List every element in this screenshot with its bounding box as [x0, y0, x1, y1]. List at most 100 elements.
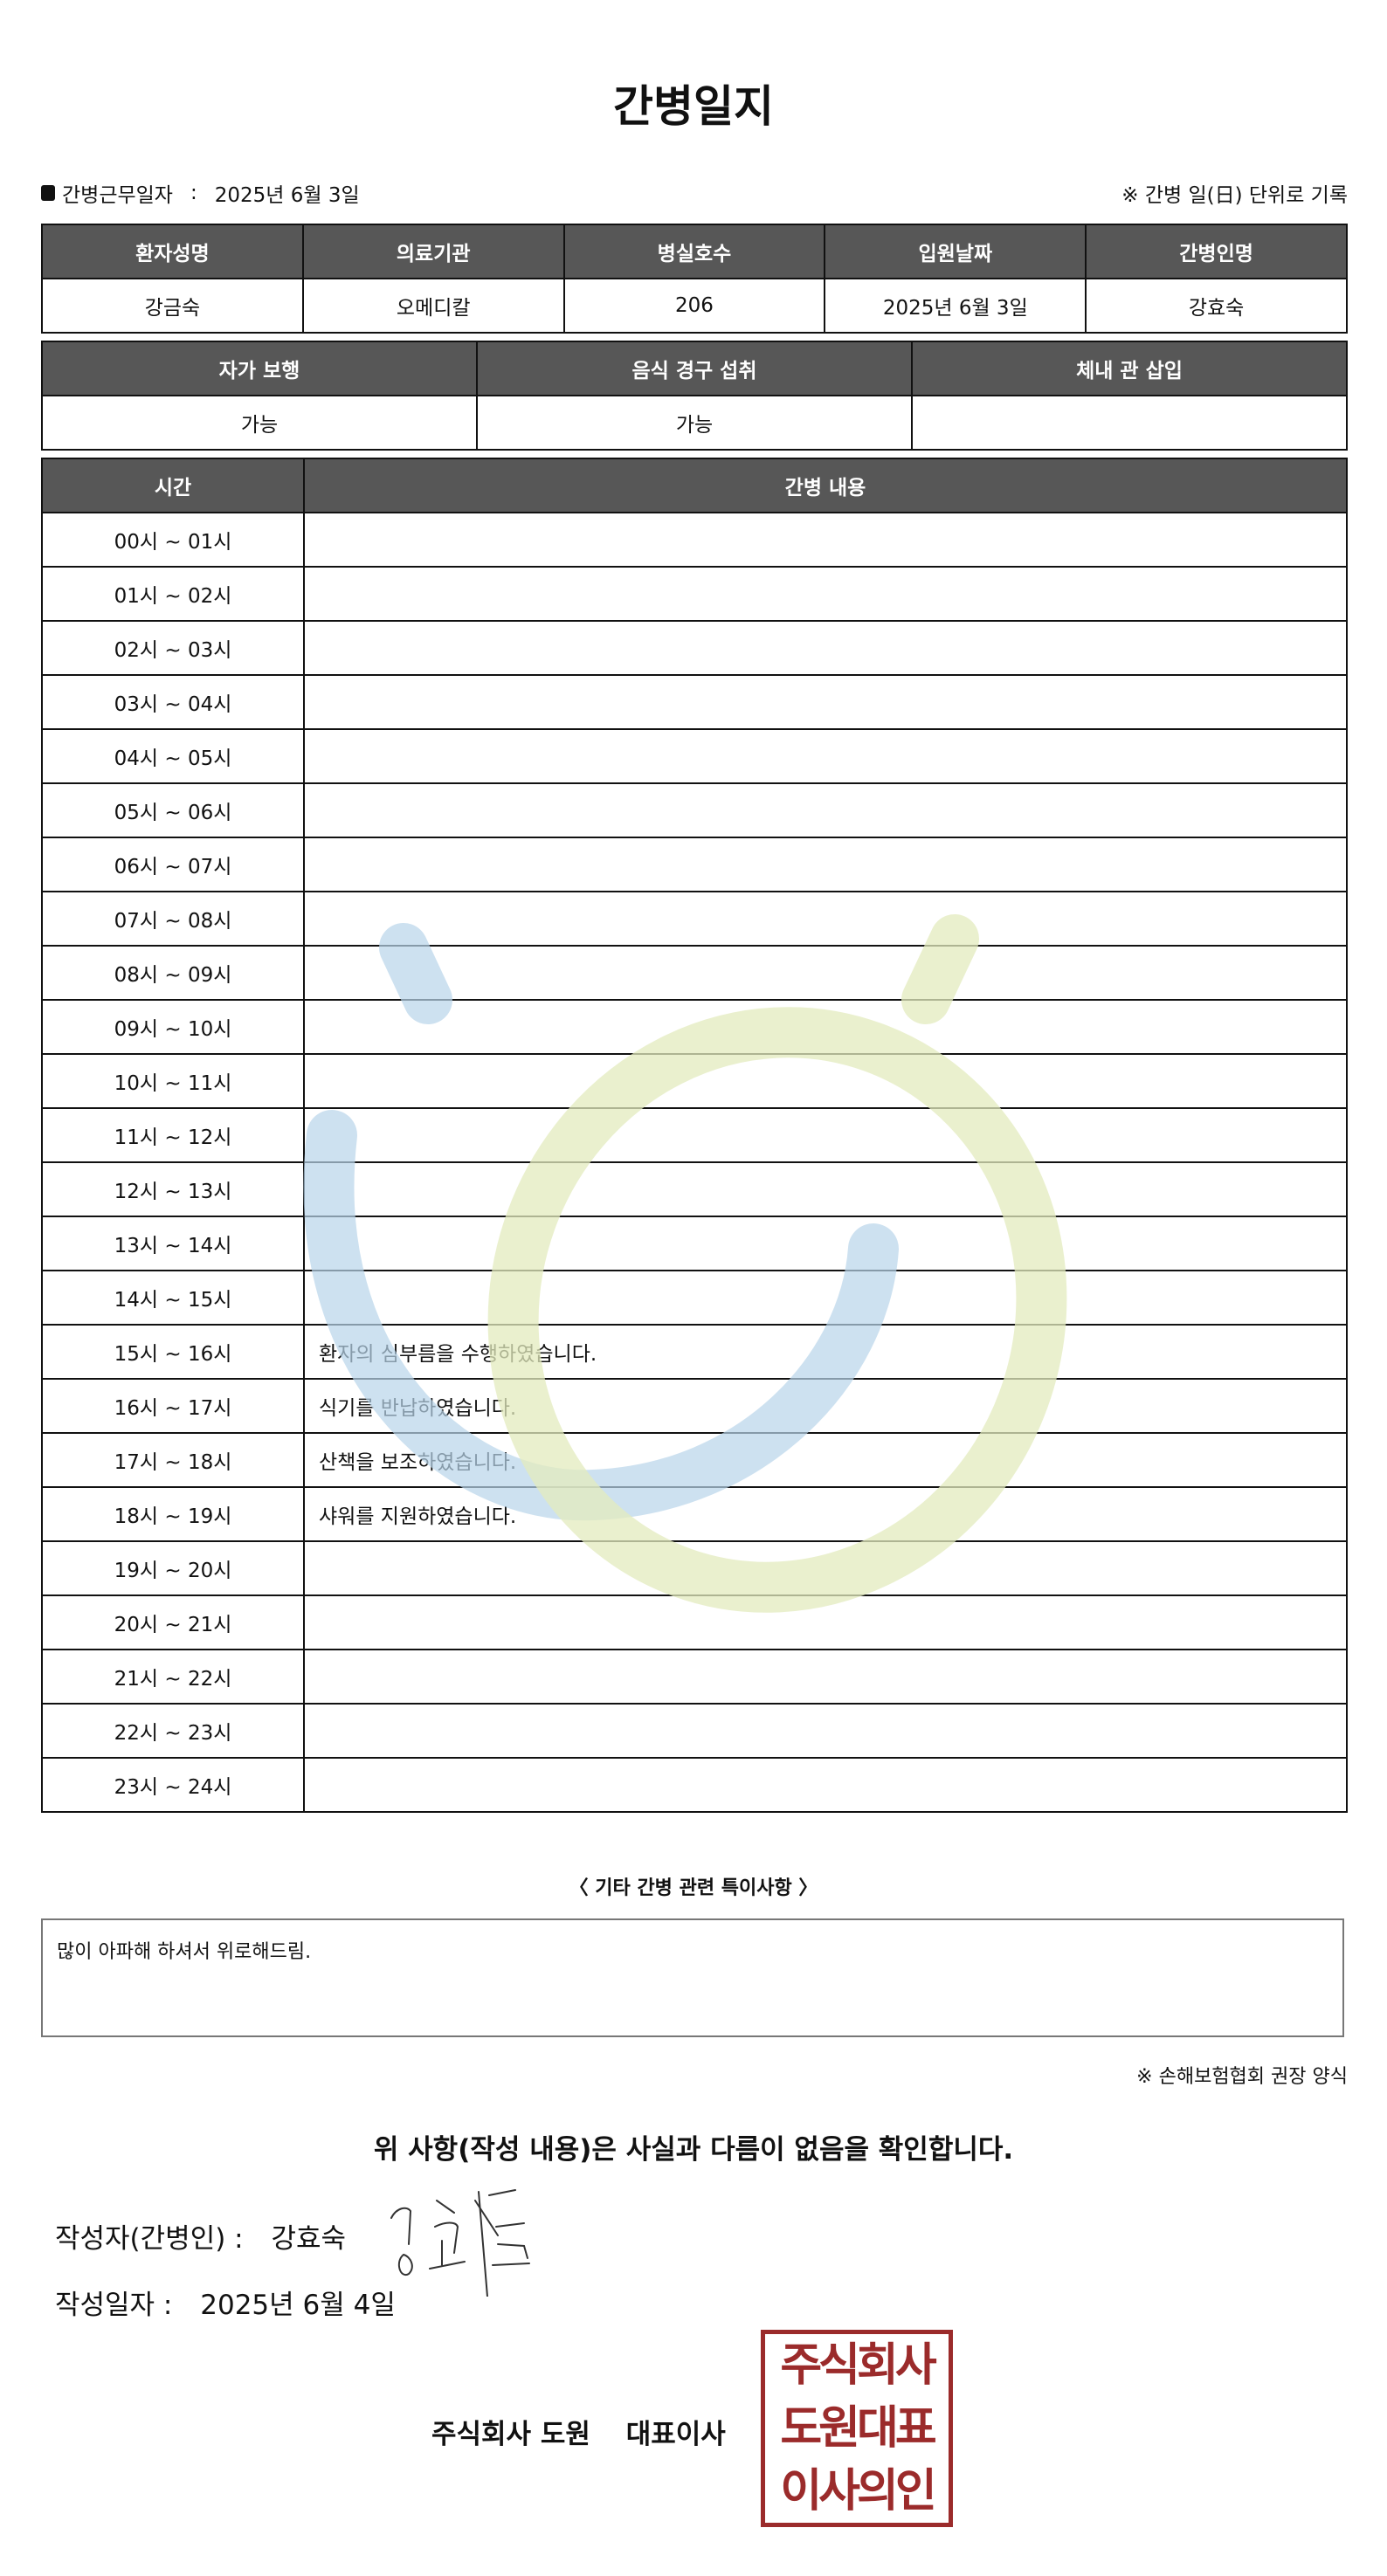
header-walking: 자가 보행 — [41, 341, 478, 396]
care-content: 샤워를 지원하였습니다. — [303, 1486, 1348, 1542]
care-content: 산책을 보조하였습니다. — [303, 1432, 1348, 1488]
separator: : — [190, 182, 197, 204]
table-row: 07시 ~ 08시 — [41, 891, 1348, 947]
care-content — [303, 674, 1348, 730]
special-notes-box: 많이 아파해 하셔서 위로해드림. — [41, 1918, 1344, 2037]
care-log-table: 시간 간병 내용 00시 ~ 01시 01시 ~ 02시 02시 ~ 03시 03시 … — [41, 458, 1348, 1813]
patient-status-table: 자가 보행 음식 경구 섭취 체내 관 삽입 가능 가능 — [41, 341, 1348, 451]
table-row: 14시 ~ 15시 — [41, 1270, 1348, 1326]
writer-label: 작성자(간병인) : — [55, 2223, 244, 2255]
special-notes-label: 〈 기타 간병 관련 특이사항 〉 — [569, 1877, 818, 1899]
table-row: 16시 ~ 17시 식기를 반납하였습니다. — [41, 1378, 1348, 1434]
care-content — [303, 1757, 1348, 1813]
time-slot: 11시 ~ 12시 — [41, 1107, 305, 1163]
table-row: 13시 ~ 14시 — [41, 1216, 1348, 1271]
time-slot: 10시 ~ 11시 — [41, 1053, 305, 1109]
confirmation-statement: 위 사항(작성 내용)은 사실과 다름이 없음을 확인합니다. — [373, 2134, 1014, 2166]
company-name: 주식회사 도원 — [431, 2419, 590, 2450]
care-content: 환자의 심부름을 수행하였습니다. — [303, 1324, 1348, 1380]
care-content — [303, 1649, 1348, 1705]
care-content — [303, 999, 1348, 1055]
header-patient-name: 환자성명 — [41, 224, 304, 279]
care-content — [303, 1540, 1348, 1596]
table-row: 00시 ~ 01시 — [41, 512, 1348, 568]
care-content — [303, 1053, 1348, 1109]
tube-insertion-value — [911, 395, 1348, 451]
writer-name: 강효숙 — [271, 2223, 347, 2255]
work-date-line: 간병근무일자 : 2025년 6월 3일 — [41, 178, 360, 208]
table-row: 19시 ~ 20시 — [41, 1540, 1348, 1596]
seal-line: 도원대표 — [780, 2402, 936, 2455]
company-seal-stamp: 주식회사 도원대표 이사의인 — [761, 2330, 953, 2527]
walking-value: 가능 — [41, 395, 478, 451]
table-row: 09시 ~ 10시 — [41, 999, 1348, 1055]
table-row: 03시 ~ 04시 — [41, 674, 1348, 730]
care-content — [303, 1161, 1348, 1217]
time-slot: 14시 ~ 15시 — [41, 1270, 305, 1326]
header-hospital: 의료기관 — [301, 224, 565, 279]
time-slot: 22시 ~ 23시 — [41, 1703, 305, 1759]
time-slot: 01시 ~ 02시 — [41, 566, 305, 622]
table-row: 10시 ~ 11시 — [41, 1053, 1348, 1109]
room: 206 — [562, 278, 826, 334]
time-slot: 19시 ~ 20시 — [41, 1540, 305, 1596]
header-tube-insertion: 체내 관 삽입 — [911, 341, 1348, 396]
time-slot: 06시 ~ 07시 — [41, 837, 305, 892]
care-content — [303, 728, 1348, 784]
header-oral-intake: 음식 경구 섭취 — [476, 341, 913, 396]
time-slot: 05시 ~ 06시 — [41, 782, 305, 838]
time-slot: 21시 ~ 22시 — [41, 1649, 305, 1705]
table-row: 15시 ~ 16시 환자의 심부름을 수행하였습니다. — [41, 1324, 1348, 1380]
table-row: 04시 ~ 05시 — [41, 728, 1348, 784]
header-time: 시간 — [41, 458, 305, 513]
care-content — [303, 1595, 1348, 1650]
table-row: 18시 ~ 19시 샤워를 지원하였습니다. — [41, 1486, 1348, 1542]
care-content — [303, 620, 1348, 676]
patient-name: 강금숙 — [41, 278, 304, 334]
time-slot: 16시 ~ 17시 — [41, 1378, 305, 1434]
care-content — [303, 1703, 1348, 1759]
hospital: 오메디칼 — [301, 278, 565, 334]
company-signature-line: 주식회사 도원 대표이사 — [431, 2412, 726, 2451]
oral-intake-value: 가능 — [476, 395, 913, 451]
time-slot: 08시 ~ 09시 — [41, 945, 305, 1001]
table-row: 21시 ~ 22시 — [41, 1649, 1348, 1705]
table-row: 20시 ~ 21시 — [41, 1595, 1348, 1650]
care-content — [303, 1270, 1348, 1326]
time-slot: 18시 ~ 19시 — [41, 1486, 305, 1542]
time-slot: 04시 ~ 05시 — [41, 728, 305, 784]
header-room: 병실호수 — [562, 224, 826, 279]
seal-line: 주식회사 — [780, 2339, 936, 2392]
table-row: 01시 ~ 02시 — [41, 566, 1348, 622]
time-slot: 13시 ~ 14시 — [41, 1216, 305, 1271]
table-row: 12시 ~ 13시 — [41, 1161, 1348, 1217]
table-row: 23시 ~ 24시 — [41, 1757, 1348, 1813]
time-slot: 09시 ~ 10시 — [41, 999, 305, 1055]
table-row: 11시 ~ 12시 — [41, 1107, 1348, 1163]
time-slot: 15시 ~ 16시 — [41, 1324, 305, 1380]
time-slot: 17시 ~ 18시 — [41, 1432, 305, 1488]
header-care-content: 간병 내용 — [303, 458, 1348, 513]
time-slot: 03시 ~ 04시 — [41, 674, 305, 730]
work-date-value: 2025년 6월 3일 — [214, 184, 360, 207]
care-content — [303, 1216, 1348, 1271]
seal-line: 이사의인 — [780, 2465, 936, 2517]
time-slot: 20시 ~ 21시 — [41, 1595, 305, 1650]
time-slot: 07시 ~ 08시 — [41, 891, 305, 947]
header-caregiver-name: 간병인명 — [1085, 224, 1348, 279]
company-title: 대표이사 — [625, 2419, 726, 2450]
care-content — [303, 837, 1348, 892]
care-content — [303, 566, 1348, 622]
written-date-line: 작성일자 : 2025년 6월 4일 — [55, 2283, 396, 2322]
signature-image — [390, 2189, 530, 2297]
care-content — [303, 1107, 1348, 1163]
patient-info-table: 환자성명 의료기관 병실호수 입원날짜 간병인명 강금숙 오메디칼 206 20… — [41, 224, 1348, 334]
page-title: 간병일지 — [613, 81, 774, 132]
admission-date: 2025년 6월 3일 — [824, 278, 1087, 334]
writer-line: 작성자(간병인) : 강효숙 — [55, 2216, 346, 2256]
time-slot: 23시 ~ 24시 — [41, 1757, 305, 1813]
bullet-icon — [41, 185, 55, 201]
written-date-label: 작성일자 : — [55, 2290, 173, 2321]
association-note: ※ 손해보험협회 권장 양식 — [1136, 2066, 1348, 2088]
care-content — [303, 512, 1348, 568]
